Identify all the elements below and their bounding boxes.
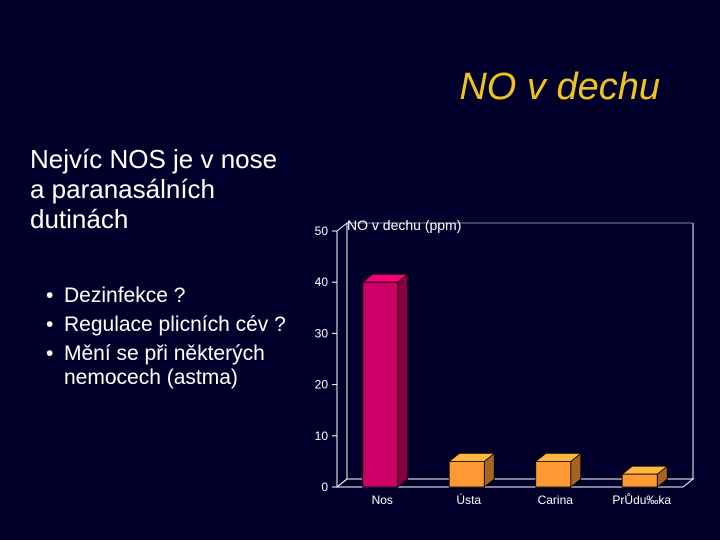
y-tick-label: 50 xyxy=(315,224,329,238)
bullet-item: Mění se při některých nemocech (astma) xyxy=(46,342,296,390)
chart-side-wall xyxy=(336,221,348,489)
x-tick-label: Nos xyxy=(372,493,393,507)
bullet-list: Dezinfekce ? Regulace plicních cév ? Měn… xyxy=(46,284,296,395)
y-tick-label: 20 xyxy=(315,378,329,392)
bar-chart: 0 10 20 30 40 50 Nos Ústa Carina PrŮdu‰ka NO v dec… xyxy=(315,217,695,507)
bullet-item: Regulace plicních cév ? xyxy=(46,313,296,337)
y-tick-label: 40 xyxy=(315,275,329,289)
chart-title: NO v dechu (ppm) xyxy=(347,217,461,233)
y-tick-label: 0 xyxy=(321,480,328,494)
y-tick-label: 30 xyxy=(315,326,329,340)
y-tick-label: 10 xyxy=(315,429,329,443)
bar-side xyxy=(397,273,409,488)
x-tick-label: Ústa xyxy=(456,492,481,507)
bar xyxy=(362,281,399,488)
bar xyxy=(535,460,572,488)
x-tick-label: Carina xyxy=(538,493,574,507)
bar xyxy=(448,460,485,488)
bullet-item: Dezinfekce ? xyxy=(46,284,296,308)
bar xyxy=(621,473,658,488)
slide-heading: Nejvíc NOS je v nose a paranasálních dut… xyxy=(30,144,278,234)
x-tick-label: PrŮdu‰ka xyxy=(612,492,671,507)
slide-title: NO v dechu xyxy=(459,66,660,108)
